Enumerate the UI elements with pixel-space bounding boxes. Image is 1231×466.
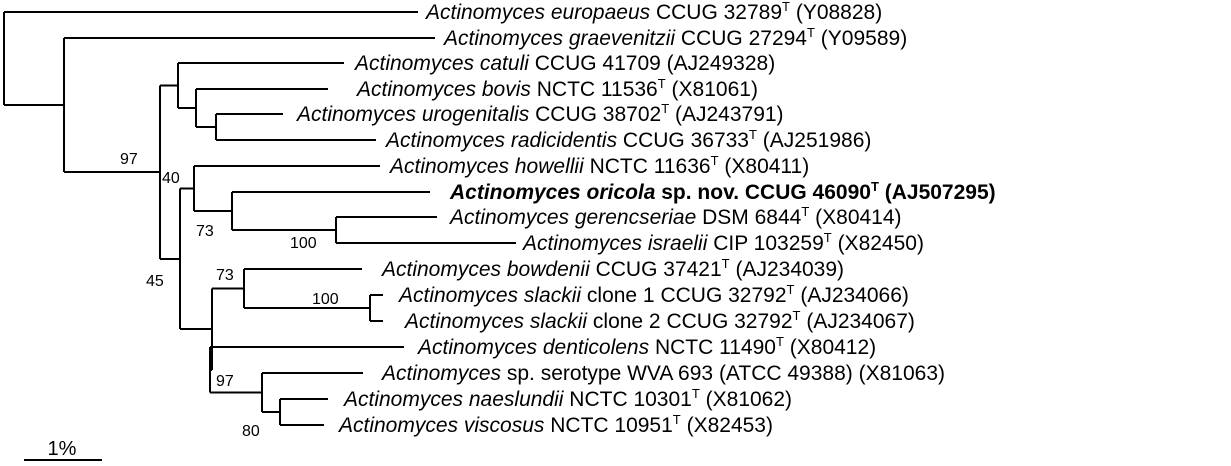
support-value-n73b: 73: [216, 267, 234, 284]
taxon-label-graevenitzii: Actinomyces graevenitzii CCUG 27294T (Y0…: [442, 25, 907, 50]
tree-branches: [3, 11, 516, 426]
support-value-n73a: 73: [196, 223, 214, 240]
support-value-n100b: 100: [312, 291, 339, 308]
taxon-label-slackii2: Actinomyces slackii clone 2 CCUG 32792T …: [403, 308, 915, 333]
support-value-n97: 97: [120, 151, 138, 168]
taxon-labels: Actinomyces europaeus CCUG 32789T (Y0882…: [295, 0, 996, 437]
taxon-label-catuli: Actinomyces catuli CCUG 41709 (AJ249328): [353, 52, 775, 75]
taxon-label-israelii: Actinomyces israelii CIP 103259T (X82450…: [521, 230, 924, 255]
taxon-label-wva693: Actinomyces sp. serotype WVA 693 (ATCC 4…: [380, 362, 945, 385]
taxon-label-slackii1: Actinomyces slackii clone 1 CCUG 32792T …: [397, 282, 909, 307]
support-value-n80: 80: [242, 423, 260, 440]
taxon-label-naeslundii: Actinomyces naeslundii NCTC 10301T (X810…: [342, 386, 792, 411]
taxon-label-gerencseriae: Actinomyces gerencseriae DSM 6844T (X804…: [448, 204, 902, 229]
support-value-n97b: 97: [216, 373, 234, 390]
scale-bar-label: 1%: [48, 438, 77, 460]
support-value-n40: 40: [162, 170, 180, 187]
taxon-label-bowdenii: Actinomyces bowdenii CCUG 37421T (AJ2340…: [380, 256, 844, 281]
support-value-n100a: 100: [290, 235, 317, 252]
taxon-label-radicidentis: Actinomyces radicidentis CCUG 36733T (AJ…: [384, 127, 871, 152]
support-value-n45: 45: [146, 273, 164, 290]
taxon-label-denticolens: Actinomyces denticolens NCTC 11490T (X80…: [416, 334, 876, 359]
support-values: 97 40 73 100 45 73 100 97 80: [120, 151, 339, 440]
taxon-label-howellii: Actinomyces howellii NCTC 11636T (X80411…: [388, 153, 809, 178]
scale-bar: 1%: [24, 438, 102, 461]
taxon-label-viscosus: Actinomyces viscosus NCTC 10951T (X82453…: [337, 412, 773, 437]
taxon-label-europaeus: Actinomyces europaeus CCUG 32789T (Y0882…: [424, 0, 882, 24]
taxon-label-oricola: Actinomyces oricola sp. nov. CCUG 46090T…: [449, 179, 996, 204]
taxon-label-urogenitalis: Actinomyces urogenitalis CCUG 38702T (AJ…: [295, 101, 784, 126]
taxon-label-bovis: Actinomyces bovis NCTC 11536T (X81061): [355, 76, 758, 101]
